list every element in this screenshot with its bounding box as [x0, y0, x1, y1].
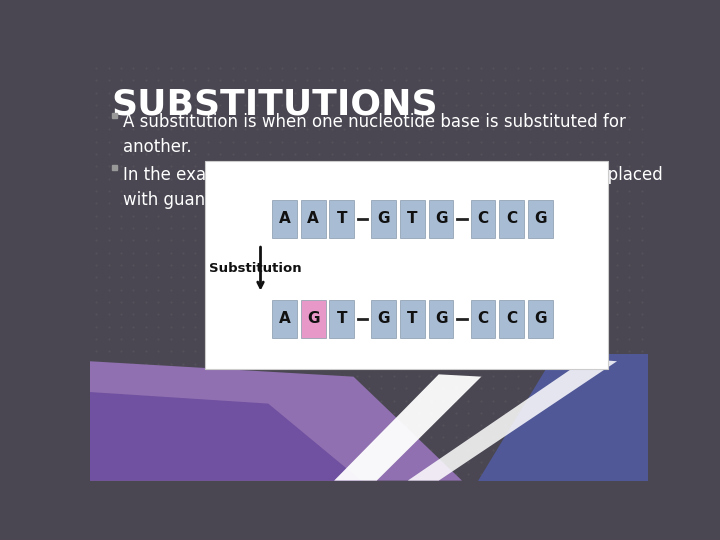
FancyBboxPatch shape	[330, 200, 354, 238]
Text: G: G	[534, 312, 546, 326]
Text: G: G	[435, 211, 447, 226]
Text: A: A	[279, 211, 290, 226]
FancyBboxPatch shape	[272, 300, 297, 338]
Text: T: T	[407, 312, 418, 326]
Text: T: T	[337, 312, 347, 326]
Text: G: G	[307, 312, 320, 326]
Text: Substitution: Substitution	[209, 262, 301, 275]
Polygon shape	[334, 374, 482, 481]
Text: G: G	[377, 211, 390, 226]
Text: T: T	[337, 211, 347, 226]
Text: In the example below, the adenine nucleotide has been replaced
with guanine:: In the example below, the adenine nucleo…	[122, 166, 662, 208]
Text: C: C	[506, 211, 517, 226]
FancyBboxPatch shape	[528, 200, 553, 238]
FancyBboxPatch shape	[400, 200, 425, 238]
Text: A: A	[279, 312, 290, 326]
Text: A substitution is when one nucleotide base is substituted for
another.: A substitution is when one nucleotide ba…	[122, 113, 626, 156]
Polygon shape	[408, 359, 617, 481]
Polygon shape	[90, 361, 462, 481]
Text: G: G	[377, 312, 390, 326]
FancyBboxPatch shape	[301, 200, 325, 238]
FancyBboxPatch shape	[204, 161, 608, 369]
FancyBboxPatch shape	[471, 200, 495, 238]
Text: SUBSTITUTIONS: SUBSTITUTIONS	[112, 88, 438, 122]
FancyBboxPatch shape	[428, 300, 454, 338]
FancyBboxPatch shape	[528, 300, 553, 338]
FancyBboxPatch shape	[428, 200, 454, 238]
Bar	[112, 165, 117, 170]
FancyBboxPatch shape	[400, 300, 425, 338]
FancyBboxPatch shape	[272, 200, 297, 238]
Text: A: A	[307, 211, 319, 226]
Text: G: G	[534, 211, 546, 226]
FancyBboxPatch shape	[301, 300, 325, 338]
Text: T: T	[407, 211, 418, 226]
FancyBboxPatch shape	[499, 300, 524, 338]
FancyBboxPatch shape	[372, 300, 396, 338]
Text: C: C	[477, 211, 488, 226]
Polygon shape	[477, 354, 648, 481]
Text: C: C	[506, 312, 517, 326]
Bar	[112, 112, 117, 118]
Polygon shape	[90, 392, 361, 481]
FancyBboxPatch shape	[471, 300, 495, 338]
FancyBboxPatch shape	[499, 200, 524, 238]
Text: C: C	[477, 312, 488, 326]
FancyBboxPatch shape	[372, 200, 396, 238]
Text: G: G	[435, 312, 447, 326]
FancyBboxPatch shape	[330, 300, 354, 338]
